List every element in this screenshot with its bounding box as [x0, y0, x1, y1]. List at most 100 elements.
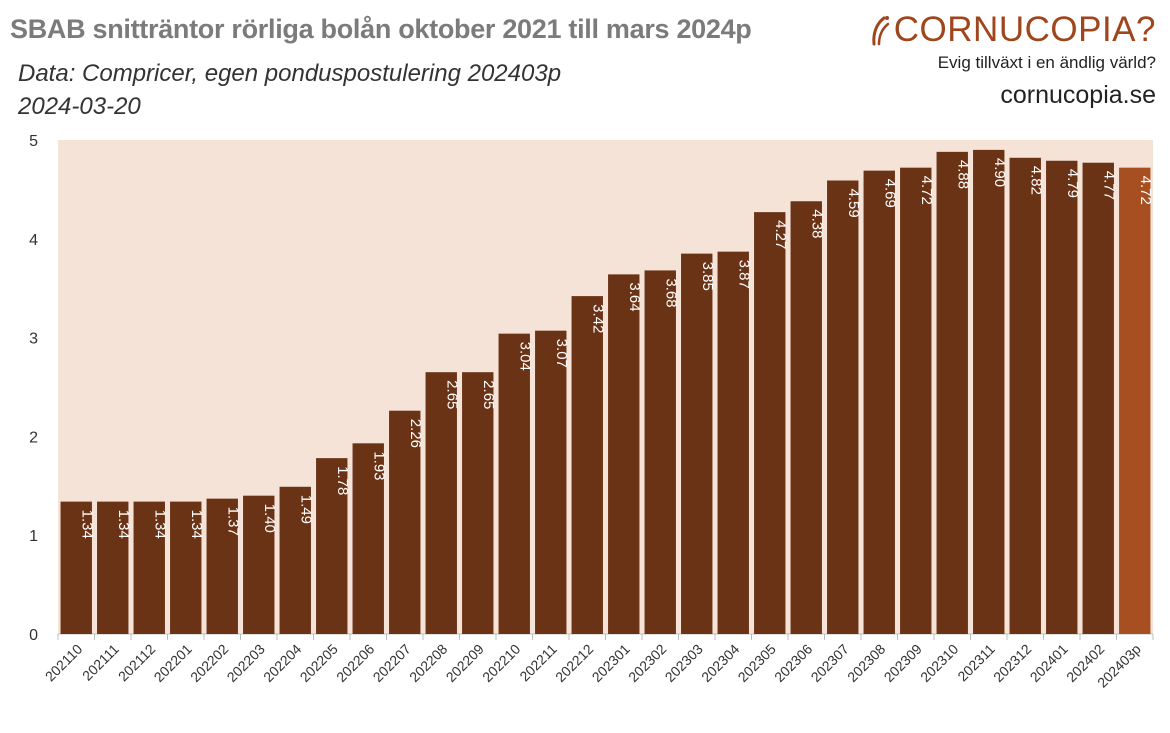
bar	[133, 501, 165, 634]
x-tick-label: 202303	[662, 641, 706, 685]
x-tick-label: 202307	[808, 641, 852, 685]
logo-wordmark: CORNUCOPIA?	[870, 8, 1156, 52]
x-tick-label: 202203	[224, 641, 268, 685]
x-tick-label: 202310	[917, 641, 961, 685]
chart-date: 2024-03-20	[18, 93, 141, 120]
bar	[60, 501, 92, 634]
y-tick-label: 4	[29, 232, 38, 249]
bar	[1119, 167, 1151, 634]
data-label: 1.78	[334, 466, 351, 495]
data-label: 3.85	[699, 262, 716, 291]
chart-title: SBAB snitträntor rörliga bolån oktober 2…	[10, 14, 752, 44]
data-label: 1.34	[115, 510, 132, 539]
x-tick-label: 202308	[844, 641, 888, 685]
chart-subtitle: Data: Compricer, egen ponduspostulering …	[18, 60, 562, 87]
bar	[973, 149, 1005, 634]
bar	[206, 498, 238, 634]
bar	[900, 167, 932, 634]
data-label: 2.65	[480, 380, 497, 409]
data-label: 1.34	[188, 510, 205, 539]
x-tick-label: 202206	[333, 641, 377, 685]
x-tick-label: 202204	[260, 641, 304, 685]
logo-site: cornucopia.se	[1000, 81, 1156, 109]
data-label: 3.87	[735, 260, 752, 289]
bar	[1009, 157, 1041, 634]
bar	[863, 170, 895, 635]
data-label: 2.65	[443, 380, 460, 409]
bar	[571, 296, 603, 634]
bar	[827, 180, 859, 634]
data-label: 1.37	[224, 507, 241, 536]
logo: CORNUCOPIA? Evig tillväxt i en ändlig vä…	[870, 8, 1156, 110]
data-label: 4.82	[1027, 166, 1044, 195]
x-tick-label: 202211	[516, 641, 560, 685]
x-tick-label: 202302	[625, 641, 669, 685]
data-label: 4.88	[954, 160, 971, 189]
bar	[535, 330, 567, 634]
bar	[608, 274, 640, 634]
data-label: 2.26	[407, 419, 424, 448]
bar	[389, 410, 421, 634]
x-tick-label: 202208	[406, 641, 450, 685]
data-label: 3.68	[662, 278, 679, 307]
bar	[790, 201, 822, 635]
data-label: 1.34	[78, 510, 95, 539]
bar	[425, 372, 457, 634]
data-label: 3.04	[516, 342, 533, 371]
bar	[754, 212, 786, 634]
y-tick-label: 2	[29, 429, 38, 446]
bar	[1046, 160, 1078, 635]
data-label: 4.72	[1137, 176, 1154, 205]
y-tick-label: 1	[29, 528, 38, 545]
x-tick-label: 202207	[370, 641, 414, 685]
x-tick-label: 202312	[990, 641, 1034, 685]
data-label: 4.59	[845, 189, 862, 218]
x-tick-label: 202301	[589, 641, 633, 685]
x-tick-label: 202305	[735, 641, 779, 685]
data-label: 4.79	[1064, 169, 1081, 198]
plot-area	[58, 140, 1153, 634]
bar	[243, 495, 275, 634]
x-tick-label: 202306	[771, 641, 815, 685]
cornucopia-horn-icon	[872, 16, 890, 46]
bar	[644, 270, 676, 634]
data-label: 4.90	[991, 158, 1008, 187]
bar	[498, 333, 530, 634]
data-label: 1.40	[261, 504, 278, 533]
bar	[97, 501, 129, 634]
data-label: 1.93	[370, 451, 387, 480]
logo-tagline: Evig tillväxt i en ändlig värld?	[937, 53, 1156, 72]
data-label: 3.42	[589, 304, 606, 333]
bar	[316, 458, 348, 634]
data-label: 3.64	[626, 282, 643, 311]
bar	[170, 501, 202, 634]
x-tick-label: 202110	[42, 641, 86, 685]
data-label: 4.69	[881, 179, 898, 208]
bar	[279, 486, 311, 634]
x-tick-label: 202401	[1027, 641, 1071, 685]
y-tick-label: 5	[29, 133, 38, 150]
x-tick-label: 202111	[79, 641, 122, 684]
x-tick-label: 202205	[297, 641, 341, 685]
x-tick-label: 202201	[151, 641, 195, 685]
data-label: 4.27	[772, 220, 789, 249]
x-tick-label: 202209	[443, 641, 487, 685]
data-label: 4.72	[918, 176, 935, 205]
data-label: 4.38	[808, 209, 825, 238]
logo-name: CORNUCOPIA?	[893, 10, 1156, 49]
x-tick-label: 202202	[187, 641, 231, 685]
x-tick-label: 202309	[881, 641, 925, 685]
y-tick-label: 3	[29, 331, 38, 348]
bar	[1082, 162, 1114, 634]
y-tick-label: 0	[29, 627, 38, 644]
data-label: 4.77	[1100, 171, 1117, 200]
x-tick-label: 202304	[698, 641, 742, 685]
bar	[462, 372, 494, 634]
bar	[681, 253, 713, 634]
bar	[352, 443, 384, 634]
x-tick-label: 202210	[479, 641, 523, 685]
data-label: 3.07	[553, 339, 570, 368]
data-label: 1.34	[151, 510, 168, 539]
bar	[936, 151, 968, 634]
